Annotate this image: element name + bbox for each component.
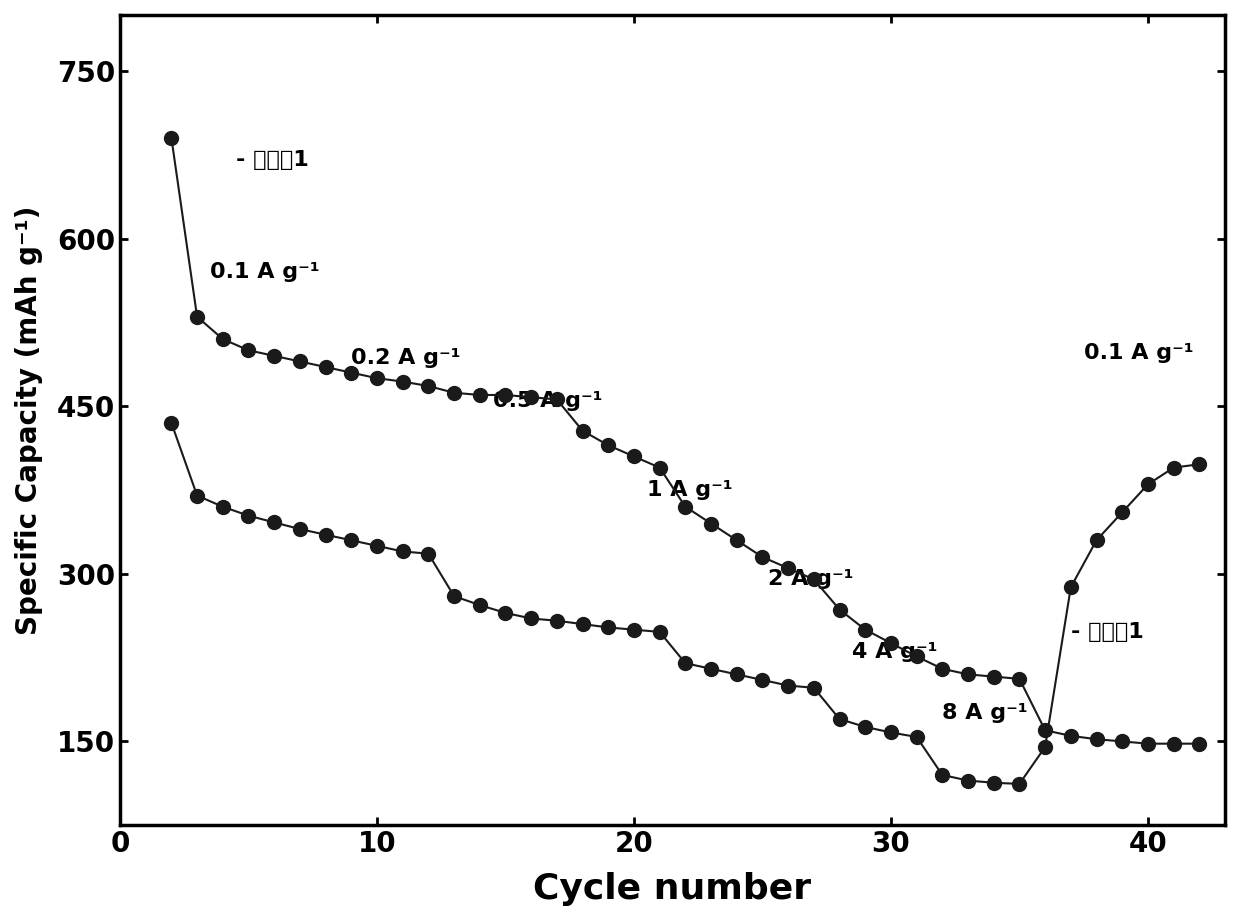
Text: 0.1 A g⁻¹: 0.1 A g⁻¹ (1084, 343, 1193, 363)
X-axis label: Cycle number: Cycle number (533, 872, 811, 906)
Y-axis label: Specific Capacity (mAh g⁻¹): Specific Capacity (mAh g⁻¹) (15, 205, 43, 635)
Text: - 实施例1: - 实施例1 (236, 150, 309, 170)
Text: 0.2 A g⁻¹: 0.2 A g⁻¹ (351, 348, 461, 368)
Text: 2 A g⁻¹: 2 A g⁻¹ (768, 569, 853, 589)
Text: 8 A g⁻¹: 8 A g⁻¹ (942, 704, 1028, 724)
Text: 1 A g⁻¹: 1 A g⁻¹ (647, 480, 733, 500)
Text: 0.5 A g⁻¹: 0.5 A g⁻¹ (492, 391, 603, 411)
Text: 0.1 A g⁻¹: 0.1 A g⁻¹ (210, 262, 320, 282)
Text: 4 A g⁻¹: 4 A g⁻¹ (852, 642, 937, 662)
Text: - 对比例1: - 对比例1 (1071, 622, 1143, 642)
